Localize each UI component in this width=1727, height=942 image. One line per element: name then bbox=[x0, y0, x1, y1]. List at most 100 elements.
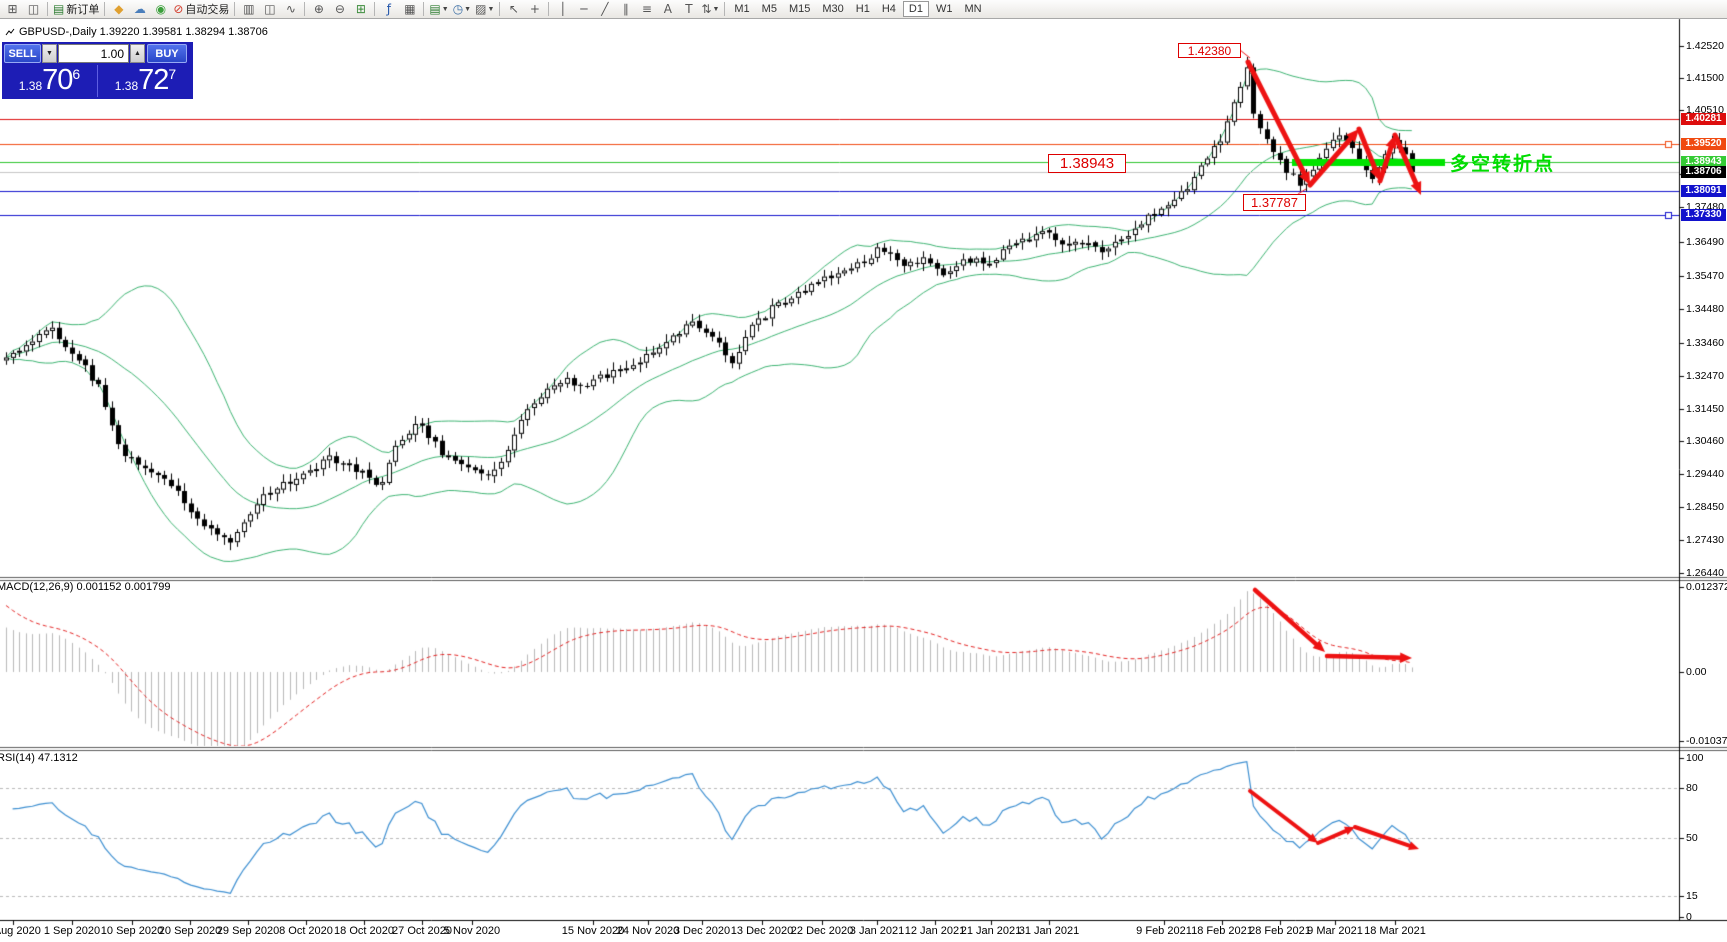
zoom-in-icon[interactable]: ⊕ bbox=[308, 1, 329, 18]
autotrading-icon: ⊘ bbox=[173, 2, 184, 16]
timeframe-m30[interactable]: M30 bbox=[822, 3, 844, 15]
sell-button[interactable]: SELL bbox=[4, 44, 41, 63]
arrows-icon: ⇅ bbox=[701, 2, 712, 16]
templates-icon[interactable]: ▨ ▼ bbox=[473, 1, 496, 18]
symbol-ohlc-header: GBPUSD-,Daily 1.39220 1.39581 1.38294 1.… bbox=[5, 26, 268, 38]
sell-price[interactable]: 1.38 70 6 bbox=[4, 64, 95, 98]
chevron-down-icon: ▼ bbox=[712, 5, 720, 13]
timeframe-mn[interactable]: MN bbox=[964, 3, 982, 15]
candlestick-chart-icon: ◫ bbox=[264, 2, 276, 16]
cursor-icon[interactable]: ↖ bbox=[503, 1, 524, 18]
new-window-icon[interactable]: ⊞ bbox=[2, 1, 23, 18]
timeframe-w1[interactable]: W1 bbox=[935, 3, 953, 15]
zoom-in-icon: ⊕ bbox=[313, 2, 324, 16]
horizontal-line-icon[interactable]: ─ bbox=[573, 1, 594, 18]
indicator-window-icon: ▦ bbox=[404, 2, 416, 16]
volume-input[interactable] bbox=[58, 44, 129, 63]
volume-decrease-button[interactable]: ▼ bbox=[42, 44, 57, 63]
tile-windows-icon[interactable]: ⊞ bbox=[350, 1, 371, 18]
periods-icon: ◷ bbox=[452, 2, 464, 16]
toolbar-separator bbox=[724, 2, 726, 16]
zoom-out-icon[interactable]: ⊖ bbox=[329, 1, 350, 18]
autotrading-button[interactable]: ⊘ 自动交易 bbox=[171, 1, 231, 18]
trendline-icon[interactable]: ╱ bbox=[594, 1, 615, 18]
market-watch-icon[interactable]: ◫ bbox=[23, 1, 44, 18]
sell-price-big: 70 bbox=[42, 64, 73, 96]
toolbar-separator bbox=[499, 2, 501, 16]
chart-symbol-icon bbox=[5, 28, 15, 35]
toolbar-separator bbox=[548, 2, 550, 16]
symbol-ohlc-text: GBPUSD-,Daily 1.39220 1.39581 1.38294 1.… bbox=[19, 26, 268, 38]
add-chart-icon[interactable]: ▤ ▼ bbox=[427, 1, 450, 18]
volume-increase-button[interactable]: ▲ bbox=[130, 44, 145, 63]
market-watch-icon: ◫ bbox=[27, 2, 40, 16]
toolbar-separator bbox=[304, 2, 306, 16]
toolbar-separator bbox=[47, 2, 48, 16]
text-icon: A bbox=[663, 2, 672, 16]
crosshair-icon: + bbox=[529, 2, 540, 16]
text-label-icon: T bbox=[685, 2, 693, 16]
add-chart-icon: ▤ bbox=[429, 2, 441, 16]
bar-chart-icon[interactable]: ▥ bbox=[238, 1, 259, 18]
signals-icon: ◉ bbox=[155, 2, 167, 16]
zoom-out-icon: ⊖ bbox=[334, 2, 345, 16]
line-chart-icon: ∿ bbox=[285, 2, 296, 16]
buy-price-sup: 7 bbox=[168, 66, 177, 82]
tile-windows-icon: ⊞ bbox=[355, 2, 366, 16]
toolbar-separator bbox=[234, 2, 236, 16]
new-order-button-label: 新订单 bbox=[66, 4, 100, 16]
trendline-icon: ╱ bbox=[601, 2, 609, 16]
candlestick-chart-icon[interactable]: ◫ bbox=[259, 1, 280, 18]
macd-indicator-label: MACD(12,26,9) 0.001152 0.001799 bbox=[0, 581, 171, 593]
community-icon[interactable]: ☁ bbox=[129, 1, 150, 18]
horizontal-line-icon: ─ bbox=[580, 2, 588, 16]
one-click-trading-panel: SELL ▼ ▲ BUY 1.38 70 6 1.38 72 7 bbox=[2, 42, 193, 99]
indicator-window-icon[interactable]: ▦ bbox=[399, 1, 420, 18]
spinner-down-icon: ▼ bbox=[46, 50, 53, 57]
price-label-low[interactable]: 1.37787 bbox=[1243, 194, 1306, 211]
price-label-peak[interactable]: 1.42380 bbox=[1178, 43, 1241, 58]
timeframe-m1[interactable]: M1 bbox=[734, 3, 750, 15]
cursor-icon: ↖ bbox=[508, 2, 519, 16]
equidistant-channel-icon[interactable]: ∥ bbox=[615, 1, 636, 18]
fibonacci-icon: ≡ bbox=[641, 2, 652, 16]
bar-chart-icon: ▥ bbox=[243, 2, 255, 16]
chevron-down-icon: ▼ bbox=[464, 5, 472, 13]
toolbar: ⊞ ◫ ▤ 新订单 ◆ ☁ ◉ ⊘ 自动交易 ▥ ◫ ∿ ⊕ ⊖ ⊞ ƒ ▦ ▤ ▼ ◷ ▼ ▨ ▼ ↖ + │ ─ ╱ ∥ ≡ A T ⇅ ▼ M… bbox=[0, 0, 1727, 19]
chevron-down-icon: ▼ bbox=[441, 5, 449, 13]
crosshair-icon[interactable]: + bbox=[524, 1, 545, 18]
new-order-button[interactable]: ▤ 新订单 bbox=[51, 1, 101, 18]
text-label-icon[interactable]: T bbox=[678, 1, 699, 18]
new-window-icon: ⊞ bbox=[7, 2, 18, 16]
indicators-icon: ƒ bbox=[386, 2, 392, 16]
periods-icon[interactable]: ◷ ▼ bbox=[451, 1, 473, 18]
timeframe-d1[interactable]: D1 bbox=[902, 1, 929, 17]
pivot-note-text[interactable]: 多空转折点 bbox=[1450, 154, 1556, 175]
timeframe-h1[interactable]: H1 bbox=[855, 3, 870, 15]
price-label-pivot[interactable]: 1.38943 bbox=[1048, 154, 1126, 173]
line-chart-icon[interactable]: ∿ bbox=[280, 1, 301, 18]
indicators-icon[interactable]: ƒ bbox=[378, 1, 399, 18]
toolbar-separator bbox=[423, 2, 425, 16]
toolbar-separator bbox=[104, 2, 106, 16]
autotrading-button-label: 自动交易 bbox=[185, 4, 230, 16]
signals-icon[interactable]: ◉ bbox=[150, 1, 171, 18]
toolbar-separator bbox=[374, 2, 376, 16]
timeframe-m5[interactable]: M5 bbox=[761, 3, 777, 15]
rsi-indicator-label: RSI(14) 47.1312 bbox=[0, 752, 78, 764]
timeframe-h4[interactable]: H4 bbox=[881, 3, 896, 15]
arrows-icon[interactable]: ⇅ ▼ bbox=[699, 1, 721, 18]
buy-price-big: 72 bbox=[138, 64, 169, 96]
vertical-line-icon[interactable]: │ bbox=[552, 1, 573, 18]
vertical-line-icon: │ bbox=[559, 2, 567, 16]
timeframe-m15[interactable]: M15 bbox=[788, 3, 811, 15]
community-icon: ☁ bbox=[133, 2, 146, 16]
fibonacci-icon[interactable]: ≡ bbox=[636, 1, 657, 18]
buy-button[interactable]: BUY bbox=[147, 44, 187, 63]
buy-price[interactable]: 1.38 72 7 bbox=[100, 64, 191, 98]
spinner-up-icon: ▲ bbox=[134, 50, 141, 57]
app-market-icon[interactable]: ◆ bbox=[108, 1, 129, 18]
text-icon[interactable]: A bbox=[657, 1, 678, 18]
app-market-icon: ◆ bbox=[114, 2, 124, 16]
